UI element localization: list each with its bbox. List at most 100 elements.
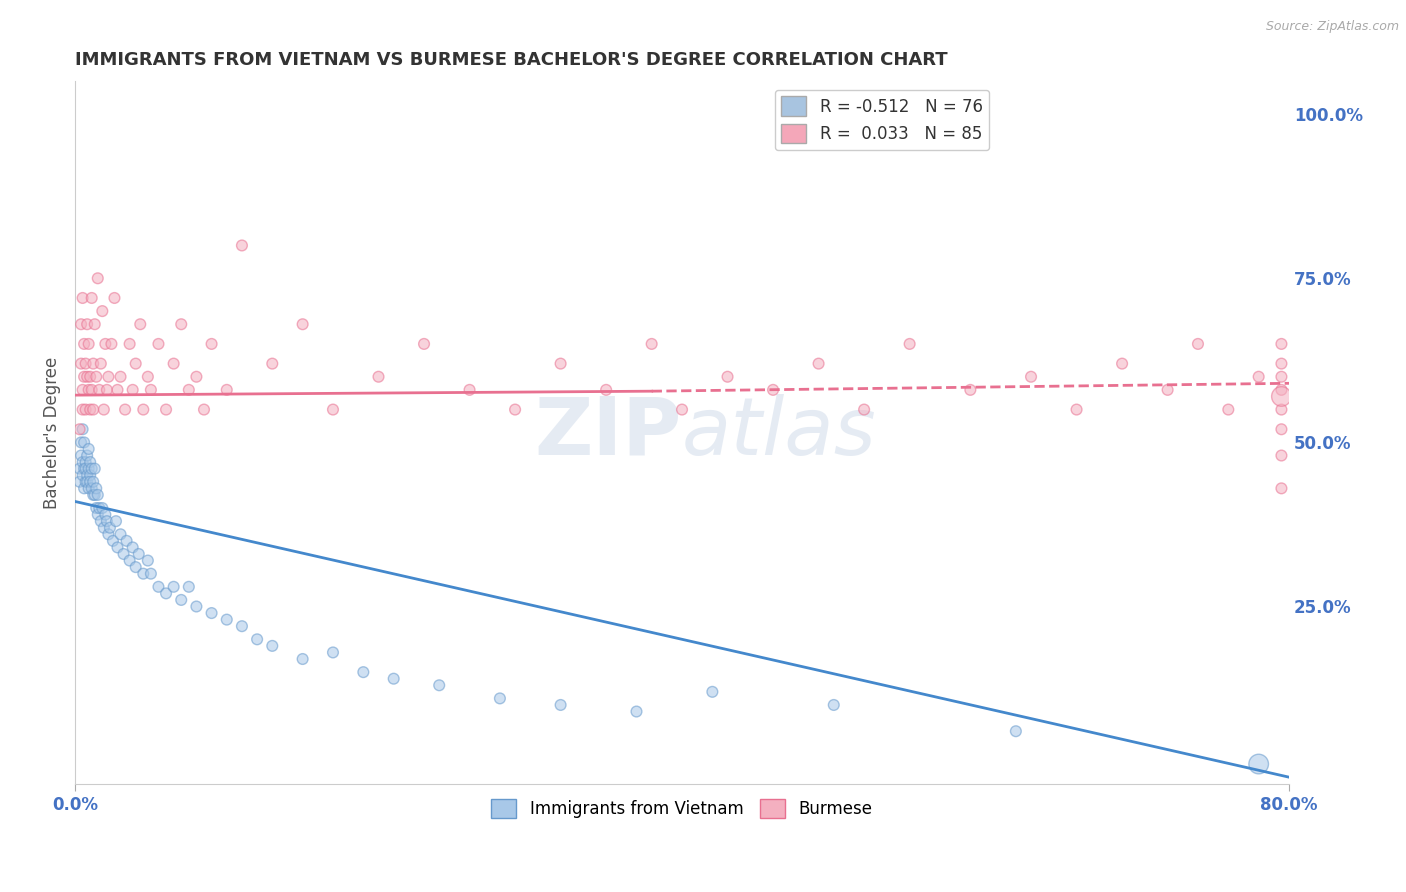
Point — [91, 501, 114, 516]
Point — [382, 672, 405, 686]
Point — [1270, 383, 1292, 397]
Point — [77, 337, 100, 351]
Point — [70, 449, 93, 463]
Point — [70, 317, 93, 331]
Point — [129, 317, 152, 331]
Point — [177, 580, 200, 594]
Text: ZIP: ZIP — [534, 393, 682, 472]
Point — [640, 337, 662, 351]
Point — [110, 527, 132, 541]
Point — [231, 238, 253, 252]
Point — [1218, 402, 1240, 417]
Point — [322, 402, 344, 417]
Point — [155, 586, 177, 600]
Point — [75, 461, 97, 475]
Point — [96, 514, 118, 528]
Point — [121, 541, 143, 555]
Point — [136, 553, 159, 567]
Text: IMMIGRANTS FROM VIETNAM VS BURMESE BACHELOR'S DEGREE CORRELATION CHART: IMMIGRANTS FROM VIETNAM VS BURMESE BACHE… — [75, 51, 948, 69]
Point — [103, 291, 125, 305]
Point — [215, 613, 238, 627]
Point — [1270, 422, 1292, 436]
Point — [73, 435, 96, 450]
Point — [94, 337, 117, 351]
Point — [73, 461, 96, 475]
Point — [148, 337, 170, 351]
Point — [87, 508, 110, 522]
Point — [90, 357, 112, 371]
Point — [550, 357, 572, 371]
Point — [84, 481, 107, 495]
Point — [716, 369, 738, 384]
Point — [77, 383, 100, 397]
Point — [93, 521, 115, 535]
Point — [72, 291, 94, 305]
Point — [413, 337, 436, 351]
Point — [72, 402, 94, 417]
Point — [76, 317, 98, 331]
Point — [1270, 402, 1292, 417]
Point — [100, 337, 122, 351]
Point — [1247, 369, 1270, 384]
Point — [69, 422, 91, 436]
Point — [76, 449, 98, 463]
Point — [136, 369, 159, 384]
Point — [75, 455, 97, 469]
Point — [322, 645, 344, 659]
Point — [1187, 337, 1209, 351]
Point — [80, 291, 103, 305]
Y-axis label: Bachelor's Degree: Bachelor's Degree — [44, 357, 60, 508]
Point — [83, 317, 105, 331]
Point — [139, 566, 162, 581]
Point — [70, 357, 93, 371]
Point — [94, 508, 117, 522]
Point — [702, 685, 724, 699]
Point — [503, 402, 526, 417]
Point — [97, 527, 120, 541]
Point — [139, 383, 162, 397]
Point — [231, 619, 253, 633]
Point — [110, 369, 132, 384]
Point — [959, 383, 981, 397]
Point — [1270, 337, 1292, 351]
Point — [107, 383, 129, 397]
Point — [82, 488, 104, 502]
Legend: Immigrants from Vietnam, Burmese: Immigrants from Vietnam, Burmese — [485, 792, 879, 824]
Point — [91, 304, 114, 318]
Point — [98, 521, 121, 535]
Point — [121, 383, 143, 397]
Point — [458, 383, 481, 397]
Point — [1270, 481, 1292, 495]
Point — [77, 481, 100, 495]
Point — [80, 383, 103, 397]
Point — [215, 383, 238, 397]
Point — [626, 705, 648, 719]
Point — [82, 475, 104, 489]
Point — [76, 369, 98, 384]
Point — [128, 547, 150, 561]
Point — [79, 475, 101, 489]
Point — [84, 369, 107, 384]
Point — [82, 402, 104, 417]
Point — [72, 468, 94, 483]
Point — [489, 691, 512, 706]
Point — [1247, 757, 1270, 772]
Point — [1270, 389, 1292, 403]
Point — [79, 402, 101, 417]
Point — [170, 317, 193, 331]
Point — [115, 533, 138, 548]
Point — [291, 317, 314, 331]
Point — [807, 357, 830, 371]
Point — [73, 481, 96, 495]
Point — [104, 514, 127, 528]
Point — [132, 402, 155, 417]
Point — [83, 461, 105, 475]
Point — [79, 468, 101, 483]
Point — [89, 501, 111, 516]
Point — [291, 652, 314, 666]
Point — [186, 599, 208, 614]
Point — [75, 357, 97, 371]
Point — [200, 337, 222, 351]
Point — [1019, 369, 1042, 384]
Point — [89, 383, 111, 397]
